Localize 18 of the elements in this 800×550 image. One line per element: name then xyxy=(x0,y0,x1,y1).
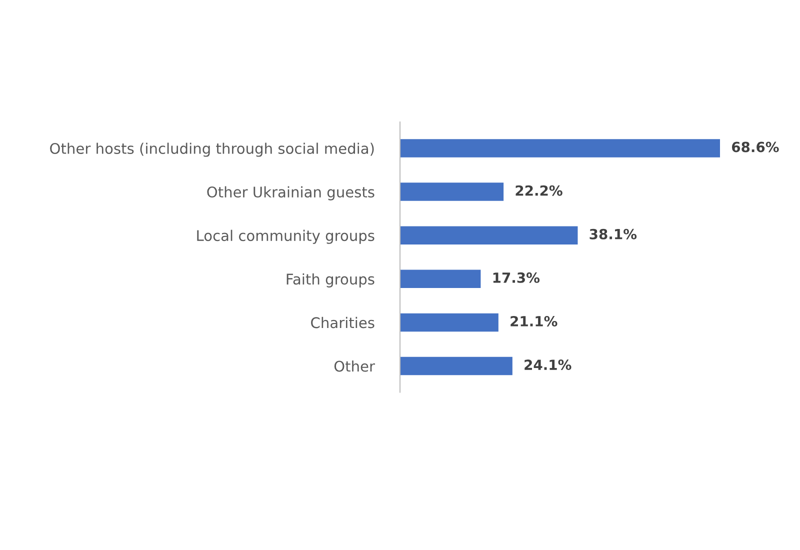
bar xyxy=(400,356,512,376)
data-label: 22.2% xyxy=(516,185,562,196)
y-tick-label: Local community groups xyxy=(197,230,374,244)
bar xyxy=(400,313,498,332)
y-tick-label: Faith groups xyxy=(286,273,374,288)
y-tick-label: Other xyxy=(334,360,375,372)
data-label: 38.1% xyxy=(590,228,637,240)
bar xyxy=(400,182,504,201)
bar xyxy=(400,270,481,288)
bar xyxy=(400,226,578,244)
data-label: 21.1% xyxy=(510,316,558,326)
y-tick-label: Charities xyxy=(311,316,374,328)
y-tick-label: Other Ukrainian guests xyxy=(207,186,374,200)
data-label: 24.1% xyxy=(524,360,572,370)
data-label: 68.6% xyxy=(732,142,779,152)
y-tick-label: Other hosts (including through social media) xyxy=(50,142,374,157)
data-label: 17.3% xyxy=(493,272,540,283)
bar xyxy=(400,139,720,158)
